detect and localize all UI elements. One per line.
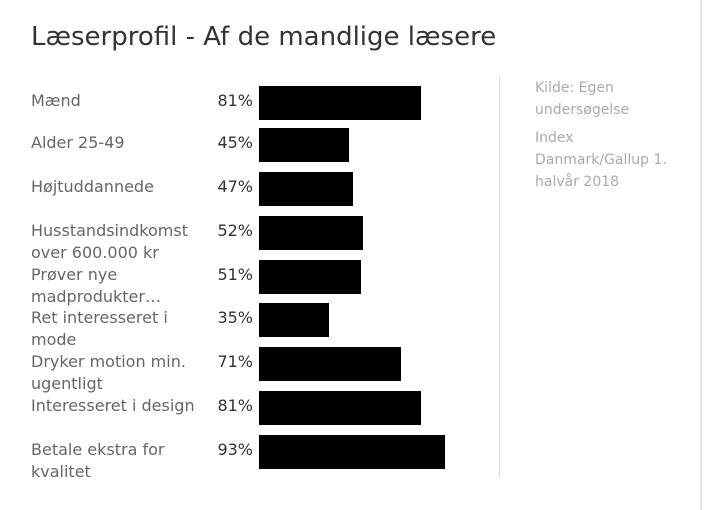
value-label: 51% [217,265,253,284]
bar [259,347,401,381]
bar-row: Mænd 81% [0,86,500,122]
category-label: Mænd [31,91,81,110]
bar [259,260,361,294]
bar-row: Dryker motion min. ugentligt 71% [0,347,500,393]
bar [259,435,445,469]
category-label: Prøver nye madprodukter… [31,265,161,306]
bar [259,216,363,250]
bar [259,391,421,425]
category-label: Højtuddannede [31,177,154,196]
category-label: Betale ekstra for kvalitet [31,440,165,481]
bar-chart: Mænd 81% Alder 25-49 45% Højtuddannede 47% Hus… [0,86,500,481]
page-edge [700,0,702,510]
category-label: Dryker motion min. ugentligt [31,352,186,393]
bar-row: Interesseret i design 81% [0,391,500,427]
value-label: 81% [217,396,253,415]
category-label: Husstandsindkomst over 600.000 kr [31,221,188,262]
value-label: 45% [217,133,253,152]
bar [259,172,353,206]
bar-row: Alder 25-49 45% [0,128,500,164]
value-label: 47% [217,177,253,196]
chart-title: Læserprofil - Af de mandlige læsere [31,22,497,52]
bar [259,128,349,162]
bar [259,303,329,337]
notes-panel: Kilde: Egen undersøgelse Index Danmark/G… [535,77,685,199]
bar-row: Prøver nye madprodukter… 51% [0,260,500,306]
value-label: 35% [217,308,253,327]
bar-row: Højtuddannede 47% [0,172,500,208]
divider [499,76,500,478]
bar-row: Ret interesseret i mode 35% [0,303,500,349]
category-label: Alder 25-49 [31,133,125,152]
index-note: Index Danmark/Gallup 1. halvår 2018 [535,130,667,190]
bar [259,86,421,120]
value-label: 71% [217,352,253,371]
category-label: Interesseret i design [31,396,195,415]
value-label: 93% [217,440,253,459]
bar-row: Husstandsindkomst over 600.000 kr 52% [0,216,500,262]
category-label: Ret interesseret i mode [31,308,168,349]
bar-row: Betale ekstra for kvalitet 93% [0,435,500,481]
source-note: Kilde: Egen undersøgelse [535,80,630,118]
value-label: 81% [217,91,253,110]
value-label: 52% [217,221,253,240]
